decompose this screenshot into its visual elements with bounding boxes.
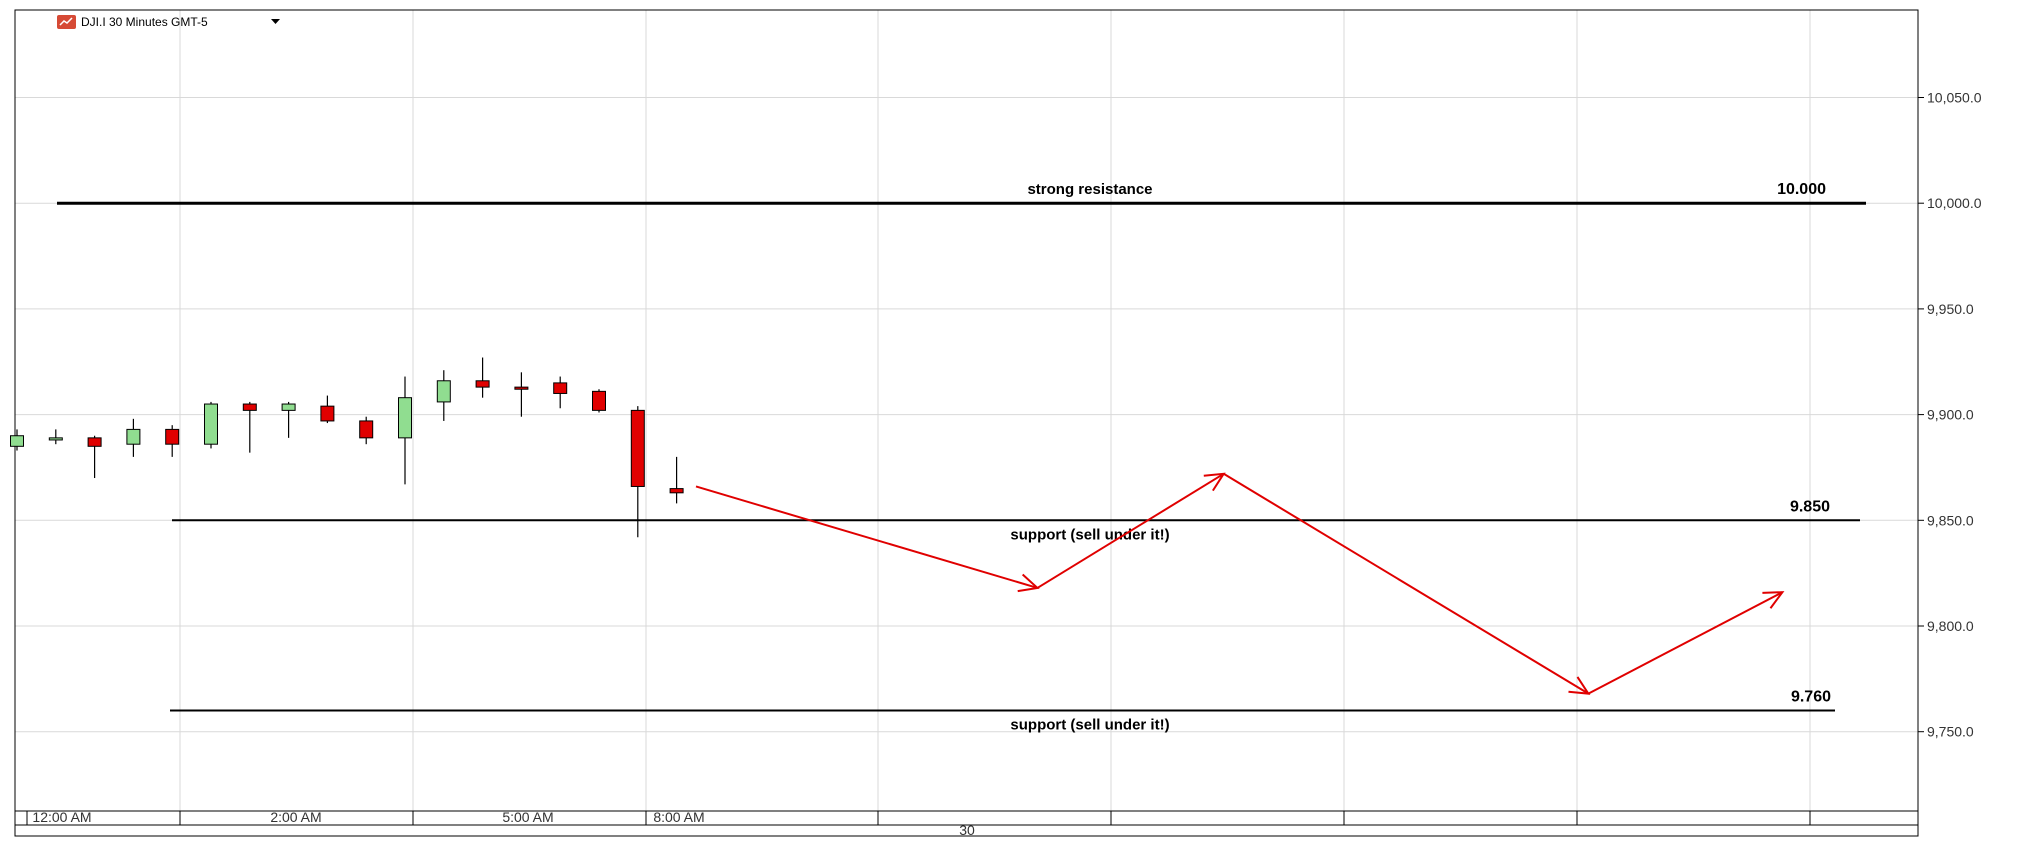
- level-value: 9.850: [1790, 498, 1830, 515]
- candle-down: [242, 403, 257, 411]
- candle-down: [592, 390, 606, 411]
- candle-up: [126, 428, 141, 445]
- level-label: support (sell under it!): [1010, 717, 1169, 734]
- y-tick-label: 9,750.0: [1927, 724, 1974, 740]
- candle-down: [165, 428, 180, 445]
- candle-up: [48, 437, 63, 441]
- candle-up: [436, 380, 451, 403]
- forecast-path: [695, 472, 1785, 695]
- level-value: 9.760: [1791, 689, 1831, 706]
- price-levels: strong resistance 10.000 support (sell und…: [57, 181, 1866, 734]
- candle-down: [514, 386, 529, 390]
- level-value: 10.000: [1777, 181, 1826, 198]
- candle-up: [398, 397, 412, 439]
- forecast-segment: [1587, 591, 1783, 695]
- grid: [15, 10, 1918, 811]
- chart-icon: [57, 15, 76, 29]
- y-tick-label: 9,900.0: [1927, 407, 1974, 423]
- x-tick-label: 5:00 AM: [502, 809, 553, 825]
- candle-down: [359, 420, 374, 439]
- x-axis: 12:00 AM 2:00 AM 5:00 AM 8:00 AM: [26, 809, 1811, 825]
- forecast-segment: [1036, 472, 1225, 589]
- candle-down: [475, 380, 490, 388]
- date-label: 30: [959, 822, 975, 838]
- x-tick-label: 2:00 AM: [270, 809, 321, 825]
- candle-down: [630, 409, 645, 487]
- y-tick-label: 9,850.0: [1927, 512, 1974, 528]
- x-tick-label: 8:00 AM: [653, 809, 704, 825]
- forecast-arrowhead: [1762, 591, 1785, 609]
- candle-down: [87, 437, 102, 447]
- y-tick-label: 9,950.0: [1927, 301, 1974, 317]
- forecast-segment: [695, 485, 1038, 589]
- candle-up: [10, 435, 24, 447]
- caret-down-icon[interactable]: [271, 19, 280, 24]
- y-tick-label: 10,050.0: [1927, 90, 1982, 106]
- candle-down: [553, 382, 568, 394]
- candles: [10, 357, 684, 538]
- forecast-segment: [1223, 472, 1589, 695]
- candle-up: [281, 403, 296, 411]
- plot-frame: [14, 9, 1919, 837]
- x-tick-label: 12:00 AM: [32, 809, 91, 825]
- candle-down: [320, 405, 335, 422]
- y-axis: 9,750.0 9,800.0 9,850.0 9,900.0 9,950.0 10,00…: [1918, 90, 1982, 740]
- y-tick-label: 10,000.0: [1927, 195, 1982, 211]
- axes: [14, 9, 1919, 837]
- level-label: strong resistance: [1027, 181, 1152, 198]
- y-tick-label: 9,800.0: [1927, 618, 1974, 634]
- candle-up: [204, 403, 218, 445]
- chart-title: DJI.I 30 Minutes GMT-5: [81, 15, 208, 29]
- candle-down: [669, 488, 684, 494]
- chart-header[interactable]: DJI.I 30 Minutes GMT-5: [57, 15, 280, 29]
- level-label: support (sell under it!): [1010, 526, 1169, 543]
